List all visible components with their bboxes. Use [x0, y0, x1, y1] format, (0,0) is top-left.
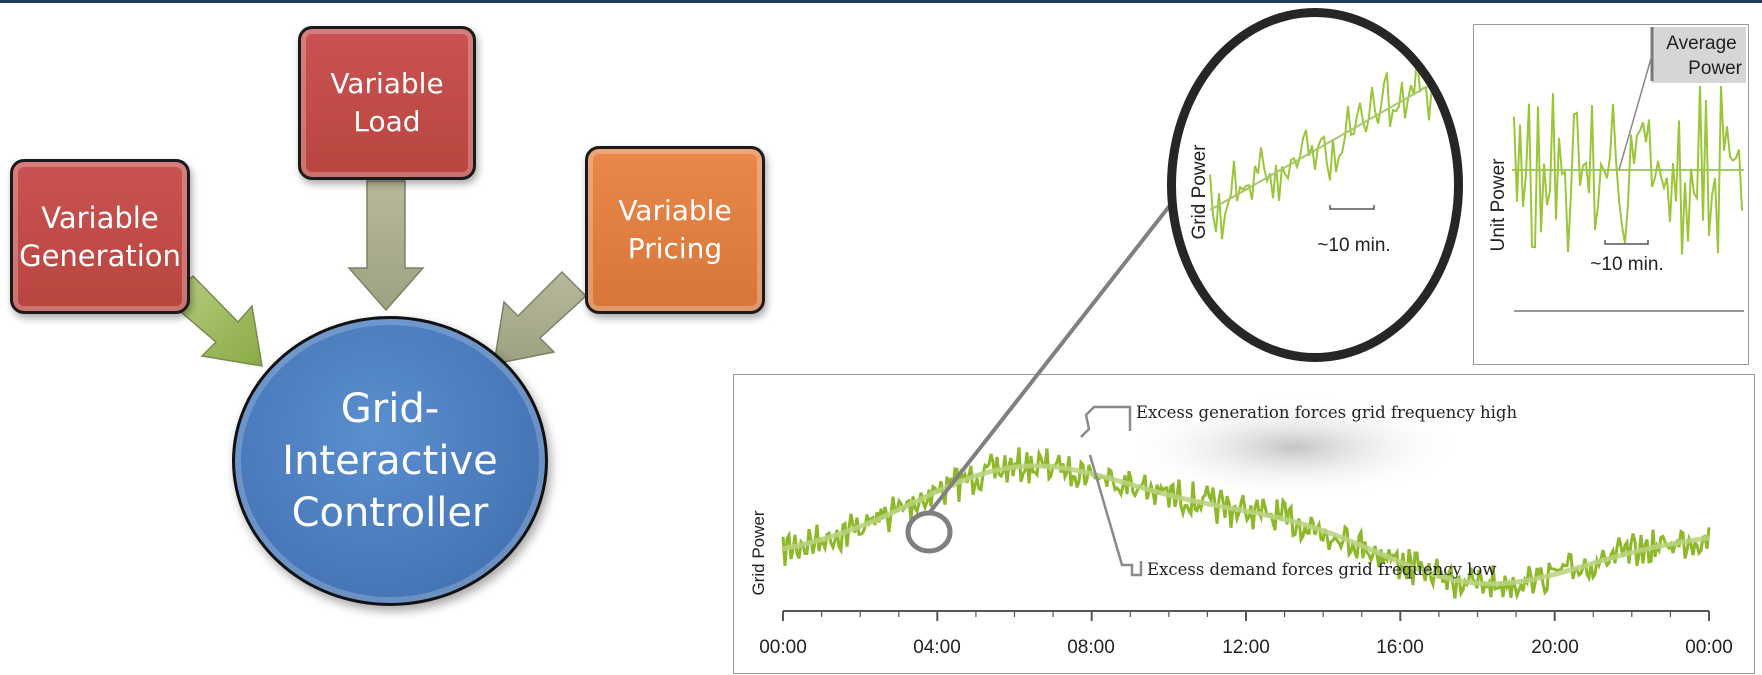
variable-pricing-box: Variable Pricing [585, 146, 765, 314]
zoom-plot: Grid Power ~10 min. [1189, 56, 1445, 256]
main-y-label: Grid Power [749, 510, 768, 595]
zoom-y-label: Grid Power [1189, 144, 1210, 240]
annotation-low: Excess demand forces grid frequency low [1147, 560, 1496, 579]
variable-load-box: Variable Load [298, 26, 476, 180]
controller-label: Grid- Interactive Controller [282, 386, 498, 536]
zoom-circle: Grid Power ~10 min. [1167, 8, 1463, 362]
zoom-interval-label: ~10 min. [1317, 235, 1390, 256]
x-tick-label: 00:00 [1685, 637, 1733, 658]
unit-interval-label: ~10 min. [1590, 254, 1663, 275]
average-power-label: Average Power [1666, 33, 1742, 79]
variable-pricing-label: Variable Pricing [618, 194, 732, 265]
average-power-callout [1652, 27, 1746, 83]
top-rule [0, 0, 1762, 3]
variable-generation-box: Variable Generation [10, 159, 190, 314]
zoom-signal [1209, 56, 1445, 240]
annotation-high-leader [1080, 405, 1132, 438]
arrow-pricing [493, 270, 588, 365]
x-axis-ticks [782, 611, 1710, 621]
zoom-interval-bracket [1329, 205, 1375, 210]
unit-interval-bracket [1604, 240, 1649, 245]
average-power-line1: Average [1666, 33, 1736, 54]
x-tick-label: 08:00 [1067, 637, 1115, 658]
grid-interactive-controller: Grid- Interactive Controller [232, 316, 548, 606]
annotation-low-leader [1088, 454, 1143, 577]
unit-signal-line [1513, 85, 1743, 255]
unit-power-chart: Unit Power ~10 min. Average Power [1473, 24, 1749, 365]
x-tick-label: 04:00 [913, 637, 961, 658]
x-tick-label: 00:00 [759, 637, 807, 658]
unit-y-label: Unit Power [1488, 158, 1509, 252]
zoom-marker [905, 510, 953, 554]
annotation-high: Excess generation forces grid frequency … [1136, 403, 1517, 422]
variable-generation-label: Variable Generation [19, 200, 181, 273]
x-tick-label: 16:00 [1376, 637, 1424, 658]
zoom-signal-line [1209, 56, 1445, 240]
grid-power-plot: Grid Power 00:00 04:00 08:00 12:00 16:00… [749, 395, 1733, 658]
variable-load-label: Variable Load [330, 67, 444, 138]
average-power-leader [1618, 54, 1653, 171]
x-tick-label: 12:00 [1222, 637, 1270, 658]
unit-power-signal [1513, 85, 1743, 255]
zoom-trend-line [1209, 76, 1445, 211]
arrow-load [347, 180, 425, 312]
grid-power-chart: Grid Power 00:00 04:00 08:00 12:00 16:00… [733, 374, 1755, 674]
unit-power-plot: Unit Power ~10 min. Average Power [1488, 27, 1746, 312]
x-tick-label: 20:00 [1531, 637, 1579, 658]
arrow-generation [165, 274, 263, 367]
average-power-line2: Power [1688, 58, 1743, 79]
shadow-haze [1124, 395, 1464, 499]
